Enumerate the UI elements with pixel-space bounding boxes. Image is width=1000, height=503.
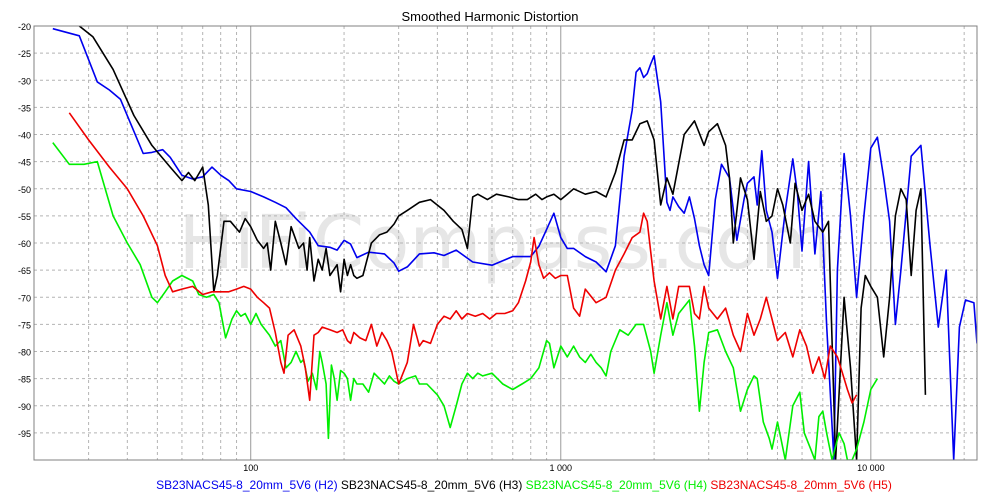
series-line-h2	[52, 27, 977, 460]
plot-area: HiFiCompass.com-20-25-30-35-40-45-50-55-…	[18, 22, 978, 473]
y-tick-label: -30	[18, 76, 31, 86]
y-tick-label: -90	[18, 402, 31, 412]
y-tick-label: -65	[18, 266, 31, 276]
y-tick-label: -80	[18, 348, 31, 358]
legend-entry-h3: SB23NACS45-8_20mm_5V6 (H3)	[338, 478, 523, 492]
y-tick-label: -95	[18, 429, 31, 439]
series-line-h5	[68, 112, 858, 404]
series-line-h3	[78, 26, 927, 460]
grid	[34, 26, 977, 460]
y-tick-label: -75	[18, 320, 31, 330]
plot-frame	[33, 25, 978, 461]
y-tick-label: -45	[18, 158, 31, 168]
legend-entry-h5: SB23NACS45-8_20mm_5V6 (H5)	[707, 478, 892, 492]
x-tick-label: 100	[243, 463, 258, 473]
y-tick-label: -20	[18, 22, 31, 32]
legend-entry-h4: SB23NACS45-8_20mm_5V6 (H4)	[522, 478, 707, 492]
y-tick-label: -70	[18, 293, 31, 303]
y-tick-label: -85	[18, 375, 31, 385]
x-tick-label: 1 000	[550, 463, 573, 473]
y-tick-label: -25	[18, 49, 31, 59]
legend-entry-h2: SB23NACS45-8_20mm_5V6 (H2)	[156, 478, 337, 492]
y-tick-label: -60	[18, 239, 31, 249]
y-tick-label: -35	[18, 103, 31, 113]
series-line-h4	[52, 142, 879, 460]
y-tick-label: -40	[18, 131, 31, 141]
chart-title: Smoothed Harmonic Distortion	[401, 9, 578, 24]
series-layer	[52, 26, 977, 460]
legend: SB23NACS45-8_20mm_5V6 (H2) SB23NACS45-8_…	[156, 478, 892, 492]
x-tick-label: 10 000	[857, 463, 885, 473]
legend-text: SB23NACS45-8_20mm_5V6 (H2) SB23NACS45-8_…	[156, 478, 892, 492]
y-tick-label: -55	[18, 212, 31, 222]
y-tick-label: -50	[18, 185, 31, 195]
